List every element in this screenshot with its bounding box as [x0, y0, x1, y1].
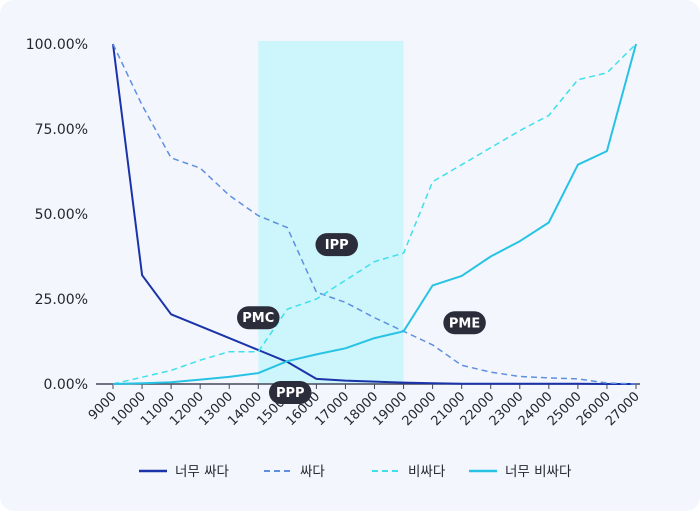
series-line-1 — [112, 43, 636, 385]
y-tick-label: 50.00% — [35, 207, 88, 223]
callout-ppp — [268, 381, 312, 404]
legend-label: 너무 비싸다 — [505, 464, 572, 480]
series-line-3 — [112, 43, 637, 385]
callout-label: PMC — [242, 311, 274, 326]
y-tick-label: 75.00% — [35, 122, 88, 138]
callout-label: IPP — [325, 238, 349, 253]
callout-label: PPP — [276, 386, 305, 401]
legend-label: 너무 싸다 — [175, 464, 230, 480]
callout-ipp — [315, 233, 358, 257]
y-tick-label: 100.00% — [26, 37, 88, 53]
callout-pmc — [237, 306, 280, 330]
callout-pme — [443, 311, 486, 335]
y-tick-label: 0.00% — [44, 377, 88, 393]
legend-label: 싸다 — [300, 464, 325, 480]
legend-label: 비싸다 — [408, 464, 446, 480]
callout-label: PME — [449, 316, 480, 331]
highlight-band — [258, 41, 404, 384]
y-tick-label: 25.00% — [35, 292, 88, 308]
series-line-4 — [112, 43, 637, 385]
